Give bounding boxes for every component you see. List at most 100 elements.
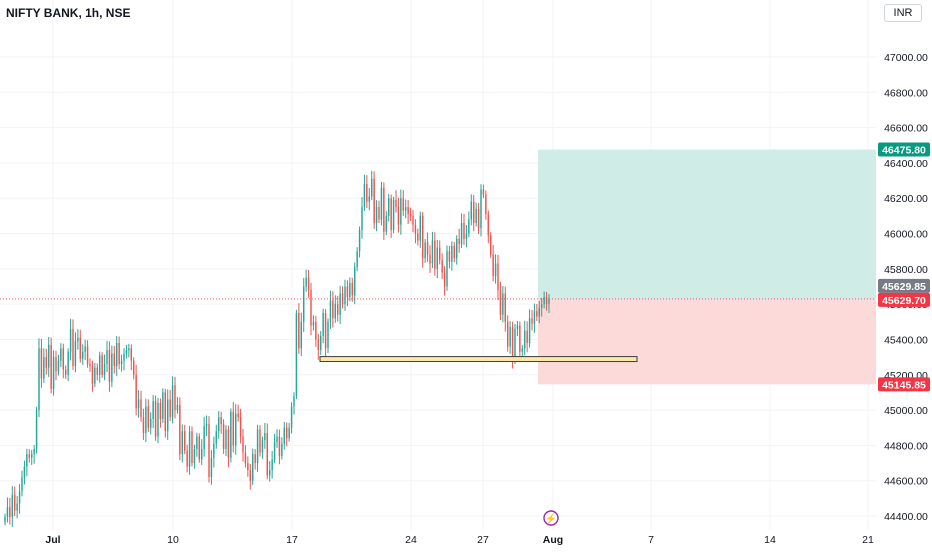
- candle-body: [30, 454, 33, 458]
- candle-body: [162, 392, 164, 419]
- candle-body: [293, 395, 295, 407]
- candle-body: [191, 431, 193, 464]
- candle-body: [106, 350, 108, 365]
- candle-body: [278, 436, 281, 456]
- candle-body: [21, 477, 23, 492]
- candle-body: [91, 365, 94, 384]
- candle-body: [152, 401, 154, 419]
- price-tick-label: 47000.00: [884, 52, 928, 64]
- candle-body: [72, 328, 74, 366]
- candle-body: [217, 417, 220, 432]
- candle-body: [302, 286, 305, 322]
- candle-body: [96, 367, 99, 375]
- candle-body: [33, 448, 35, 455]
- time-axis[interactable]: Jul 10 17 24 27 Aug 7 14 21: [45, 534, 874, 546]
- price-tick-label: 46400.00: [884, 158, 928, 170]
- candle-body: [349, 282, 351, 298]
- candle-body: [526, 330, 528, 343]
- candle-body: [4, 516, 6, 523]
- candle-body: [453, 245, 456, 259]
- candle-body: [438, 247, 441, 261]
- candle-body: [317, 339, 320, 351]
- candle-body: [103, 364, 106, 375]
- candle-body: [312, 321, 315, 326]
- candle-body: [528, 318, 531, 343]
- candle-body: [166, 399, 169, 432]
- candle-body: [276, 436, 278, 442]
- position-zones: [538, 149, 876, 385]
- time-tick-label: 24: [405, 534, 417, 546]
- price-tag-bg: [878, 377, 930, 392]
- candle-body: [353, 267, 356, 296]
- candle-body: [47, 344, 50, 368]
- currency-selector[interactable]: INR: [884, 4, 922, 22]
- price-axis[interactable]: 47000.00 46800.00 46600.00 46400.00 46200.00…: [878, 52, 930, 523]
- candle-body: [6, 507, 9, 517]
- candle-body: [198, 436, 201, 460]
- candle-body: [390, 198, 392, 231]
- candle-body: [115, 342, 118, 366]
- candle-body: [358, 230, 361, 252]
- candle-body: [285, 427, 288, 439]
- candle-body: [18, 491, 21, 504]
- candle-body: [344, 286, 346, 305]
- candle-body: [149, 418, 152, 428]
- candle-body: [543, 297, 545, 305]
- candle-body: [448, 251, 451, 262]
- candle-body: [120, 360, 123, 365]
- candle-body: [234, 413, 237, 446]
- candle-body: [511, 327, 514, 359]
- candle-body: [380, 187, 383, 220]
- candle-body: [499, 290, 502, 315]
- candle-body: [154, 401, 157, 437]
- candle-body: [402, 198, 405, 211]
- candle-body: [271, 459, 273, 471]
- candle-body: [86, 346, 89, 365]
- price-tick-label: 45000.00: [884, 405, 928, 417]
- candle-body: [261, 440, 264, 453]
- price-tag: 46475.80: [878, 142, 930, 157]
- candle-body: [497, 263, 499, 291]
- candle-body: [298, 312, 300, 349]
- candle-body: [468, 219, 470, 234]
- candle-body: [157, 403, 159, 437]
- candle-body: [232, 411, 235, 446]
- symbol-title: NIFTY BANK, 1h, NSE: [6, 6, 131, 20]
- candle-body: [171, 385, 174, 418]
- candle-body: [77, 337, 79, 342]
- candle-body: [213, 443, 215, 458]
- candle-body: [475, 208, 477, 223]
- candle-body: [55, 357, 57, 372]
- candle-body: [200, 448, 203, 460]
- candle-body: [417, 233, 419, 241]
- candle-body: [193, 448, 196, 464]
- candle-body: [451, 245, 453, 262]
- candle-body: [237, 413, 239, 418]
- time-tick-label: 14: [764, 534, 776, 546]
- price-tick-label: 44400.00: [884, 511, 928, 523]
- price-tag: 45629.70: [878, 292, 930, 307]
- candle-body: [268, 470, 271, 476]
- candle-body: [446, 251, 448, 287]
- candle-body: [523, 330, 526, 349]
- candle-body: [395, 199, 397, 208]
- candle-body: [485, 194, 487, 215]
- price-tag: 45629.85: [878, 278, 930, 293]
- candle-body: [183, 431, 186, 451]
- candle-body: [259, 429, 261, 453]
- candle-body: [11, 494, 14, 517]
- candle-body: [16, 503, 18, 511]
- candle-body: [363, 184, 366, 208]
- time-tick-label: 27: [477, 534, 489, 546]
- price-tag-label: 45629.70: [882, 295, 926, 307]
- candle-body: [385, 215, 388, 232]
- candle-body: [300, 321, 303, 349]
- candle-body: [164, 392, 167, 432]
- candle-body: [79, 337, 82, 359]
- candle-body: [283, 427, 286, 444]
- candle-body: [392, 199, 395, 231]
- candle-body: [222, 424, 225, 449]
- candle-body: [482, 189, 485, 195]
